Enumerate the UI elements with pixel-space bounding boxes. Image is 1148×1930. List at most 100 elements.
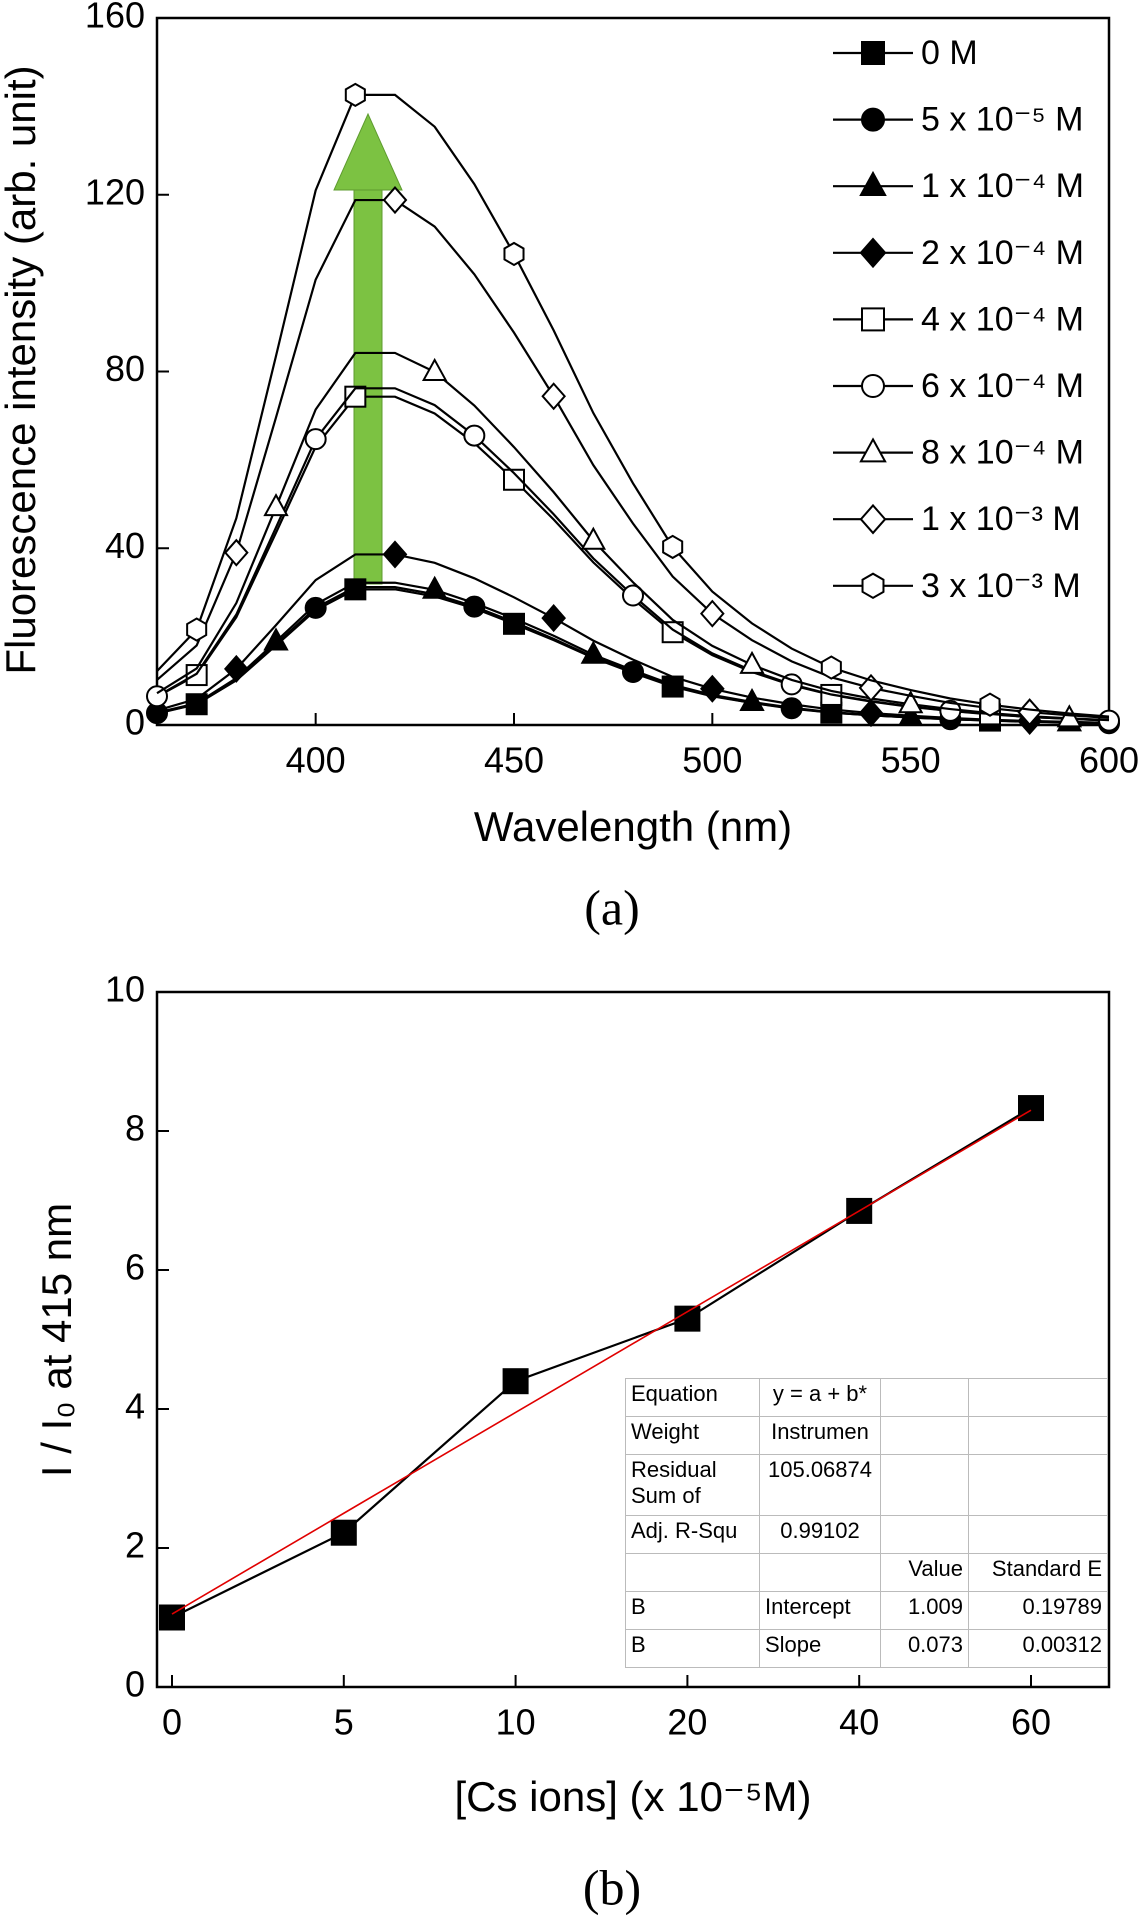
x-tick-label: 20 <box>667 1702 707 1743</box>
marker <box>330 1519 357 1546</box>
y-tick-label: 2 <box>125 1525 145 1566</box>
legend-label: 1 x 10⁻⁴ M <box>921 167 1084 205</box>
marker <box>861 41 885 65</box>
marker <box>700 674 725 703</box>
y-tick-label: 10 <box>105 969 145 1010</box>
table-cell: 1.009 <box>880 1591 969 1630</box>
marker <box>861 374 885 398</box>
table-cell: Slope <box>759 1629 881 1668</box>
marker <box>979 692 1001 717</box>
table-cell: Adj. R-Squ <box>625 1515 760 1554</box>
marker <box>861 572 885 600</box>
y-tick-label: 0 <box>125 702 145 743</box>
marker <box>344 82 366 108</box>
x-tick-label: 5 <box>334 1702 354 1743</box>
table-cell: 0.99102 <box>759 1515 881 1554</box>
table-cell <box>968 1515 1108 1554</box>
marker <box>382 186 408 215</box>
marker <box>859 237 887 269</box>
y-tick-label: 120 <box>85 171 145 212</box>
marker <box>1018 1095 1044 1122</box>
y-axis-title: Fluorescence intensity (arb. unit) <box>0 65 44 674</box>
table-row: Equation y = a + b* <box>625 1378 1108 1417</box>
x-tick-label: 500 <box>682 740 742 781</box>
marker <box>463 424 486 447</box>
x-tick-label: 60 <box>1011 1702 1051 1743</box>
table-cell: 105.06874 <box>759 1454 881 1516</box>
legend-label: 1 x 10⁻³ M <box>921 500 1081 538</box>
table-cell: 0.00312 <box>968 1629 1108 1668</box>
marker <box>304 428 327 451</box>
x-tick-label: 550 <box>881 740 941 781</box>
marker <box>503 468 525 491</box>
series-line <box>156 93 1110 718</box>
table-cell <box>625 1553 760 1592</box>
table-cell: y = a + b* <box>759 1378 881 1417</box>
caption: (b) <box>583 1859 641 1915</box>
table-row: B Slope 0.073 0.00312 <box>625 1629 1108 1668</box>
table-row: B Intercept 1.009 0.19789 <box>625 1591 1108 1630</box>
marker <box>541 604 566 633</box>
x-tick-label: 40 <box>839 1702 879 1743</box>
marker <box>859 170 887 196</box>
plot-frame <box>155 990 1111 1689</box>
table-cell <box>968 1416 1108 1455</box>
marker <box>622 584 644 607</box>
marker <box>674 1305 701 1332</box>
y-axis-title: I / I₀ at 415 nm <box>33 1203 80 1477</box>
table-row: Value Standard E <box>625 1553 1108 1592</box>
x-tick-label: 10 <box>496 1702 536 1743</box>
y-tick-label: 40 <box>105 525 145 566</box>
table-row: Residual Sum of 105.06874 <box>625 1454 1108 1516</box>
marker <box>739 650 765 674</box>
x-axis-title: [Cs ions] (x 10⁻⁵M) <box>455 1773 812 1820</box>
marker <box>622 660 644 683</box>
marker <box>263 627 289 651</box>
series-line <box>171 1109 1032 1615</box>
legend-label: 0 M <box>921 34 978 72</box>
table-cell: Residual Sum of <box>625 1454 760 1516</box>
legend-label: 3 x 10⁻³ M <box>921 567 1081 605</box>
legend-label: 6 x 10⁻⁴ M <box>921 367 1084 405</box>
y-tick-label: 4 <box>125 1386 145 1427</box>
marker <box>861 107 885 132</box>
table-cell <box>759 1553 881 1592</box>
table-cell: 0.073 <box>880 1629 969 1668</box>
table-cell: Standard E <box>968 1553 1108 1592</box>
y-tick-label: 6 <box>125 1247 145 1288</box>
table-cell: Value <box>880 1553 969 1592</box>
table-row: Weight Instrumen <box>625 1416 1108 1455</box>
table-cell <box>968 1378 1108 1417</box>
marker <box>421 357 448 381</box>
marker <box>541 382 566 411</box>
table-cell: Equation <box>625 1378 760 1417</box>
x-tick-label: 450 <box>484 740 544 781</box>
x-axis-title: Wavelength (nm) <box>474 803 792 850</box>
marker <box>224 538 249 567</box>
table-cell: B <box>625 1629 760 1668</box>
marker <box>502 1368 529 1395</box>
marker <box>780 673 803 696</box>
series-line <box>156 198 1110 720</box>
marker <box>224 654 249 683</box>
marker <box>820 655 842 680</box>
marker <box>861 307 885 332</box>
table-cell <box>968 1454 1108 1516</box>
legend-label: 5 x 10⁻⁵ M <box>921 101 1083 139</box>
x-tick-label: 400 <box>286 740 346 781</box>
series-line <box>156 351 1110 722</box>
marker <box>858 699 884 728</box>
caption: (a) <box>584 879 640 935</box>
y-tick-label: 8 <box>125 1108 145 1149</box>
table-cell: Instrumen <box>759 1416 881 1455</box>
marker <box>859 503 887 535</box>
table-cell: Intercept <box>759 1591 881 1630</box>
table-row: Adj. R-Squ 0.99102 <box>625 1515 1108 1554</box>
trend-arrow <box>333 112 403 585</box>
marker <box>421 575 448 599</box>
table-cell: B <box>625 1591 760 1630</box>
legend-label: 8 x 10⁻⁴ M <box>921 434 1084 472</box>
marker <box>344 385 367 408</box>
y-tick-label: 160 <box>85 0 145 36</box>
